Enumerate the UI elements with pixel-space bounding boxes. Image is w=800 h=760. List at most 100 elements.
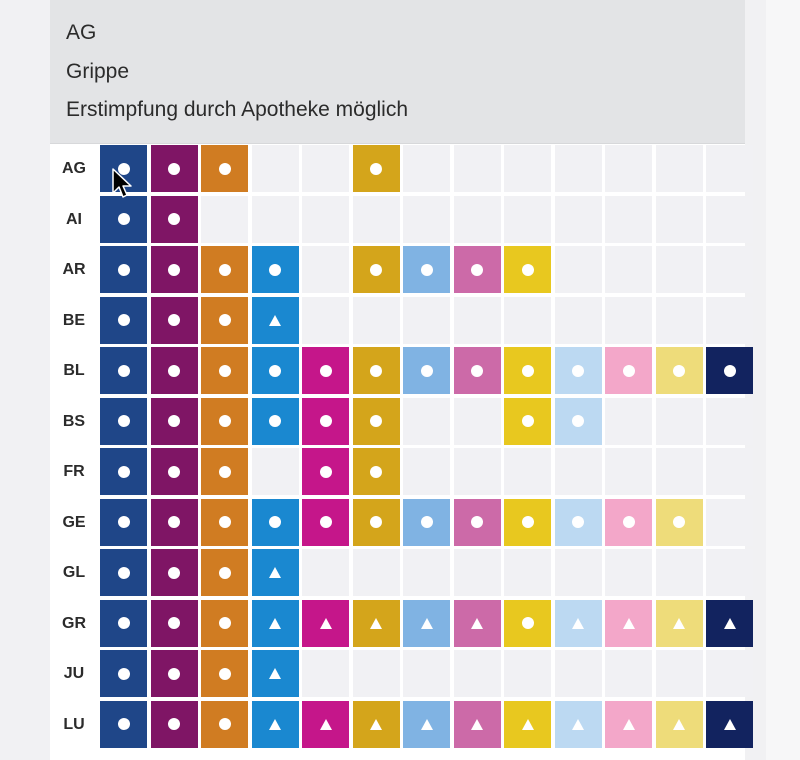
heatmap-cell-dot[interactable] [100,195,147,243]
heatmap-cell-empty[interactable] [655,448,703,495]
heatmap-cell-triangle[interactable] [453,700,501,748]
heatmap-cell-empty[interactable] [655,145,703,192]
heatmap-cell-triangle[interactable] [605,700,652,748]
heatmap-cell-empty[interactable] [554,195,602,243]
heatmap-cell-triangle[interactable] [403,599,450,647]
heatmap-cell-empty[interactable] [655,195,703,243]
heatmap-cell-dot[interactable] [150,397,198,445]
heatmap-cell-empty[interactable] [403,448,450,495]
heatmap-cell-dot[interactable] [201,448,248,495]
heatmap-cell-dot[interactable] [201,498,248,546]
heatmap-cell-empty[interactable] [453,650,501,697]
heatmap-cell-triangle[interactable] [655,599,703,647]
heatmap-cell-empty[interactable] [403,397,450,445]
heatmap-cell-dot[interactable] [403,347,450,394]
heatmap-cell-dot[interactable] [655,347,703,394]
heatmap-cell-dot[interactable] [453,246,501,293]
heatmap-cell-dot[interactable] [251,498,299,546]
heatmap-cell-dot[interactable] [655,498,703,546]
heatmap-cell-empty[interactable] [706,195,753,243]
heatmap-cell-triangle[interactable] [706,599,753,647]
heatmap-cell-dot[interactable] [504,347,551,394]
heatmap-cell-empty[interactable] [403,296,450,344]
heatmap-cell-dot[interactable] [453,347,501,394]
heatmap-cell-dot[interactable] [100,498,147,546]
heatmap-cell-dot[interactable] [150,246,198,293]
heatmap-cell-dot[interactable] [605,498,652,546]
heatmap-cell-triangle[interactable] [554,599,602,647]
heatmap-cell-dot[interactable] [302,448,349,495]
heatmap-cell-empty[interactable] [403,195,450,243]
heatmap-cell-dot[interactable] [100,549,147,596]
heatmap-cell-dot[interactable] [150,650,198,697]
heatmap-cell-triangle[interactable] [504,700,551,748]
heatmap-cell-dot[interactable] [150,599,198,647]
heatmap-cell-dot[interactable] [201,296,248,344]
heatmap-cell-dot[interactable] [554,397,602,445]
heatmap-cell-dot[interactable] [150,498,198,546]
heatmap-cell-empty[interactable] [453,195,501,243]
heatmap-cell-dot[interactable] [302,347,349,394]
heatmap-cell-triangle[interactable] [251,296,299,344]
heatmap-cell-dot[interactable] [100,145,147,192]
heatmap-cell-dot[interactable] [504,397,551,445]
heatmap-cell-dot[interactable] [150,347,198,394]
heatmap-cell-empty[interactable] [352,549,400,596]
heatmap-cell-triangle[interactable] [605,599,652,647]
heatmap-cell-empty[interactable] [605,246,652,293]
heatmap-cell-triangle[interactable] [655,700,703,748]
heatmap-cell-empty[interactable] [554,549,602,596]
heatmap-cell-dot[interactable] [201,700,248,748]
scrollbar-track[interactable] [766,0,800,760]
heatmap-cell-dot[interactable] [201,145,248,192]
heatmap-cell-empty[interactable] [605,296,652,344]
heatmap-cell-triangle[interactable] [251,650,299,697]
heatmap-cell-empty[interactable] [554,145,602,192]
heatmap-cell-empty[interactable] [554,448,602,495]
heatmap-cell-triangle[interactable] [302,599,349,647]
heatmap-cell-empty[interactable] [706,296,753,344]
heatmap-cell-empty[interactable] [302,650,349,697]
heatmap-cell-dot[interactable] [100,599,147,647]
heatmap-cell-empty[interactable] [302,549,349,596]
heatmap-cell-empty[interactable] [706,397,753,445]
heatmap-cell-empty[interactable] [655,650,703,697]
heatmap-cell-empty[interactable] [453,296,501,344]
heatmap-cell-empty[interactable] [352,296,400,344]
heatmap-cell-empty[interactable] [605,549,652,596]
heatmap-cell-dot[interactable] [504,246,551,293]
heatmap-cell-dot[interactable] [403,498,450,546]
heatmap-cell-empty[interactable] [605,650,652,697]
heatmap-cell-empty[interactable] [302,296,349,344]
heatmap-cell-dot[interactable] [100,700,147,748]
heatmap-cell-dot[interactable] [201,650,248,697]
heatmap-cell-dot[interactable] [706,347,753,394]
heatmap-cell-dot[interactable] [352,246,400,293]
heatmap-cell-empty[interactable] [504,549,551,596]
heatmap-cell-dot[interactable] [403,246,450,293]
heatmap-cell-empty[interactable] [706,650,753,697]
heatmap-cell-empty[interactable] [706,246,753,293]
heatmap-cell-dot[interactable] [302,498,349,546]
heatmap-cell-empty[interactable] [504,650,551,697]
heatmap-cell-empty[interactable] [655,397,703,445]
heatmap-cell-empty[interactable] [504,296,551,344]
heatmap-cell-empty[interactable] [302,145,349,192]
heatmap-cell-dot[interactable] [605,347,652,394]
heatmap-cell-empty[interactable] [251,448,299,495]
heatmap-cell-empty[interactable] [302,246,349,293]
heatmap-cell-dot[interactable] [554,498,602,546]
heatmap-cell-triangle[interactable] [706,700,753,748]
heatmap-cell-empty[interactable] [655,246,703,293]
heatmap-cell-empty[interactable] [251,195,299,243]
heatmap-cell-triangle[interactable] [251,549,299,596]
heatmap-cell-dot[interactable] [251,397,299,445]
heatmap-cell-dot[interactable] [201,599,248,647]
heatmap-cell-dot[interactable] [554,347,602,394]
heatmap-cell-dot[interactable] [201,246,248,293]
heatmap-cell-dot[interactable] [100,246,147,293]
heatmap-cell-empty[interactable] [504,195,551,243]
heatmap-cell-dot[interactable] [100,397,147,445]
heatmap-cell-dot[interactable] [100,347,147,394]
heatmap-cell-empty[interactable] [352,195,400,243]
